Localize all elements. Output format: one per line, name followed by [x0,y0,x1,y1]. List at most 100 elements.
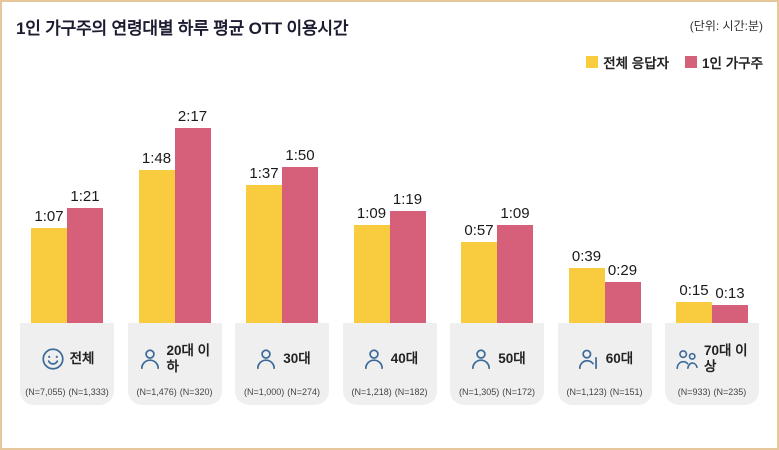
sample-counts: (N=1,000) (N=274) [238,387,326,397]
sample-count: (N=1,123) [566,387,607,397]
sample-counts: (N=7,055) (N=1,333) [23,387,111,397]
sample-count: (N=151) [609,387,643,397]
chart-group: 1:09 1:19 40대 (N=1,218) (N=182) [339,77,441,405]
category-row: 전체 [23,331,111,387]
elder-couple-icon [674,346,700,372]
bar-pair: 1:07 1:21 [31,77,103,323]
category-label: 30대 [283,351,311,367]
bar-single-household [282,167,318,323]
bar-value-label: 1:09 [500,205,530,222]
category-row: 20대 이하 [131,331,219,387]
person-icon [468,346,494,372]
sample-count: (N=182) [394,387,428,397]
bar-value-label: 1:50 [285,147,315,164]
bar-value-label: 1:09 [356,205,387,222]
bar-wrap: 0:39 [568,248,605,323]
category-row: 60대 [561,331,649,387]
face-icon [40,346,66,372]
bar-all-respondents [138,170,175,323]
bar-wrap: 1:09 [497,205,533,323]
bar-wrap: 1:48 [138,150,175,323]
sample-count: (N=933) [677,387,711,397]
person-icon [361,346,387,372]
sample-count: (N=320) [179,387,213,397]
sample-counts: (N=1,476) (N=320) [131,387,219,397]
category-label: 전체 [69,351,95,367]
category-label: 40대 [390,351,419,367]
bar-single-household [389,211,426,323]
bar-wrap: 0:13 [712,285,748,323]
person-cane-icon [576,346,602,372]
category-card: 40대 (N=1,218) (N=182) [342,323,437,405]
header: 1인 가구주의 연령대별 하루 평균 OTT 이용시간 (단위: 시간:분) [16,14,763,39]
sample-count: (N=274) [287,387,321,397]
bar-value-label: 0:29 [607,262,638,279]
bar-value-label: 1:37 [249,165,279,182]
bar-wrap: 1:37 [246,165,282,323]
bar-wrap: 1:50 [282,147,318,323]
category-card: 30대 (N=1,000) (N=274) [235,323,329,405]
bar-value-label: 1:48 [141,150,172,167]
bar-single-household [712,305,748,323]
bar-value-label: 2:17 [177,108,208,125]
bar-value-label: 1:19 [392,191,423,208]
sample-count: (N=1,218) [351,387,392,397]
category-card: 전체 (N=7,055) (N=1,333) [20,323,114,405]
bar-all-respondents [353,225,390,323]
category-card: 50대 (N=1,305) (N=172) [450,323,544,405]
bar-single-household [67,208,103,323]
bar-all-respondents [568,268,605,323]
bar-pair: 1:09 1:19 [353,77,426,323]
chart-group: 1:37 1:50 30대 (N=1,000) (N=274) [231,77,333,405]
bar-value-label: 0:15 [679,282,709,299]
category-label: 60대 [605,351,634,367]
bar-pair: 1:48 2:17 [138,77,211,323]
bar-wrap: 1:21 [67,188,103,323]
category-card: 60대 (N=1,123) (N=151) [557,323,652,405]
sample-count: (N=1,000) [243,387,285,397]
sample-count: (N=235) [713,387,747,397]
sample-count: (N=1,333) [68,387,109,397]
sample-count: (N=172) [502,387,536,397]
category-row: 30대 [238,331,326,387]
category-row: 40대 [346,331,434,387]
bar-pair: 0:57 1:09 [461,77,533,323]
chart-title: 1인 가구주의 연령대별 하루 평균 OTT 이용시간 [16,19,349,38]
bar-single-household [174,128,211,323]
person-icon [137,346,163,372]
bar-wrap: 0:29 [604,262,641,323]
category-card: 70대 이상 (N=933) (N=235) [665,323,759,405]
sample-counts: (N=1,218) (N=182) [346,387,434,397]
bar-value-label: 1:21 [70,188,100,205]
category-row: 50대 [453,331,541,387]
category-card: 20대 이하 (N=1,476) (N=320) [127,323,222,405]
chart-group: 0:15 0:13 70대 이상 (N=933) (N=235) [661,77,763,405]
legend-label-single-household: 1인 가구주 [702,56,763,71]
sample-count: (N=7,055) [25,387,66,397]
person-icon [253,346,279,372]
bar-wrap: 1:19 [389,191,426,323]
bar-value-label: 0:39 [571,248,602,265]
bar-wrap: 1:09 [353,205,390,323]
bar-value-label: 0:57 [464,222,494,239]
bar-all-respondents [461,242,497,323]
bar-single-household [497,225,533,323]
sample-counts: (N=1,123) (N=151) [561,387,649,397]
sample-counts: (N=1,305) (N=172) [453,387,541,397]
bar-pair: 0:39 0:29 [568,77,641,323]
bar-wrap: 0:57 [461,222,497,323]
bar-all-respondents [246,185,282,323]
bar-single-household [604,282,641,323]
legend-item-all-respondents: 전체 응답자 [586,52,669,72]
bar-pair: 0:15 0:13 [676,77,748,323]
legend-label-all-respondents: 전체 응답자 [603,56,670,71]
chart-group: 1:48 2:17 20대 이하 (N=1,476) (N=320) [124,77,226,405]
category-label: 70대 이상 [704,343,748,374]
bar-wrap: 0:15 [676,282,712,323]
sample-count: (N=1,305) [458,387,500,397]
legend-item-single-household: 1인 가구주 [685,52,763,72]
legend-swatch-pink-icon [685,56,698,68]
bar-value-label: 0:13 [715,285,745,302]
legend-swatch-yellow-icon [586,56,599,68]
